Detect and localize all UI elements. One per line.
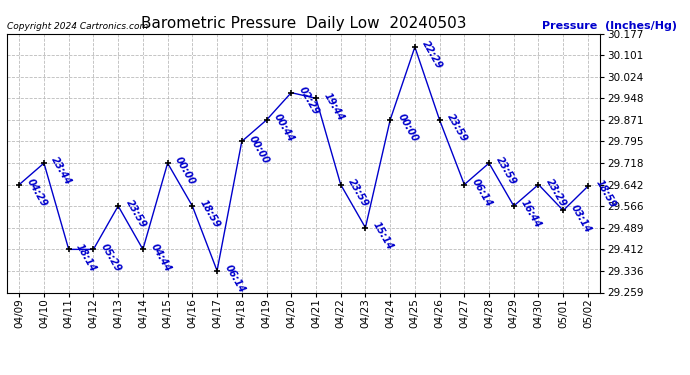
Title: Barometric Pressure  Daily Low  20240503: Barometric Pressure Daily Low 20240503: [141, 16, 466, 31]
Text: 06:14: 06:14: [470, 177, 494, 209]
Text: Copyright 2024 Cartronics.com: Copyright 2024 Cartronics.com: [7, 22, 148, 31]
Text: 22:29: 22:29: [420, 39, 444, 71]
Text: 16:44: 16:44: [520, 198, 544, 230]
Text: 18:59: 18:59: [593, 178, 618, 210]
Text: 23:59: 23:59: [495, 155, 519, 187]
Text: 06:14: 06:14: [223, 263, 247, 295]
Text: 18:14: 18:14: [75, 242, 99, 273]
Text: 04:29: 04:29: [25, 177, 49, 209]
Text: 03:14: 03:14: [569, 203, 593, 234]
Text: 00:00: 00:00: [173, 155, 197, 187]
Text: 04:44: 04:44: [148, 242, 172, 273]
Text: 23:59: 23:59: [124, 198, 148, 230]
Text: 02:29: 02:29: [297, 85, 321, 117]
Text: 23:29: 23:29: [544, 177, 568, 209]
Text: 23:59: 23:59: [346, 177, 371, 209]
Text: 00:44: 00:44: [272, 112, 296, 144]
Text: 23:44: 23:44: [50, 155, 74, 187]
Text: 18:59: 18:59: [198, 198, 222, 230]
Text: Pressure  (Inches/Hg): Pressure (Inches/Hg): [542, 21, 678, 31]
Text: 23:59: 23:59: [445, 112, 469, 144]
Text: 05:29: 05:29: [99, 242, 123, 273]
Text: 00:00: 00:00: [395, 112, 420, 144]
Text: 00:00: 00:00: [247, 134, 271, 165]
Text: 15:14: 15:14: [371, 220, 395, 252]
Text: 19:44: 19:44: [322, 90, 346, 122]
